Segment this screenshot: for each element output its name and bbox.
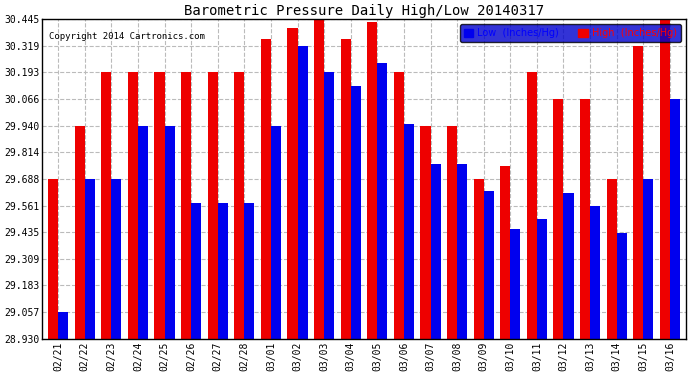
Title: Barometric Pressure Daily High/Low 20140317: Barometric Pressure Daily High/Low 20140…	[184, 4, 544, 18]
Bar	[394, 72, 404, 339]
Bar	[580, 99, 590, 339]
Bar	[617, 233, 627, 339]
Bar	[261, 39, 271, 339]
Bar	[314, 20, 324, 339]
Bar	[447, 126, 457, 339]
Bar	[244, 203, 255, 339]
Bar	[643, 179, 653, 339]
Bar	[431, 164, 441, 339]
Bar	[511, 229, 520, 339]
Bar	[75, 126, 85, 339]
Bar	[191, 203, 201, 339]
Bar	[271, 126, 281, 339]
Bar	[155, 72, 164, 339]
Bar	[218, 203, 228, 339]
Bar	[58, 312, 68, 339]
Bar	[288, 27, 297, 339]
Text: Copyright 2014 Cartronics.com: Copyright 2014 Cartronics.com	[48, 32, 204, 41]
Bar	[128, 72, 138, 339]
Bar	[297, 46, 308, 339]
Bar	[607, 179, 617, 339]
Legend: Low  (Inches/Hg), High  (Inches/Hg): Low (Inches/Hg), High (Inches/Hg)	[460, 24, 681, 42]
Bar	[85, 179, 95, 339]
Bar	[457, 164, 467, 339]
Bar	[138, 126, 148, 339]
Bar	[660, 20, 670, 339]
Bar	[351, 86, 361, 339]
Bar	[526, 72, 537, 339]
Bar	[101, 72, 111, 339]
Bar	[341, 39, 351, 339]
Bar	[324, 72, 334, 339]
Bar	[537, 219, 547, 339]
Bar	[164, 126, 175, 339]
Bar	[234, 72, 244, 339]
Bar	[377, 63, 387, 339]
Bar	[367, 22, 377, 339]
Bar	[208, 72, 218, 339]
Bar	[404, 124, 414, 339]
Bar	[564, 193, 573, 339]
Bar	[670, 99, 680, 339]
Bar	[420, 126, 431, 339]
Bar	[633, 46, 643, 339]
Bar	[111, 179, 121, 339]
Bar	[473, 179, 484, 339]
Bar	[181, 72, 191, 339]
Bar	[48, 179, 58, 339]
Bar	[553, 99, 564, 339]
Bar	[500, 166, 511, 339]
Bar	[484, 191, 494, 339]
Bar	[590, 206, 600, 339]
